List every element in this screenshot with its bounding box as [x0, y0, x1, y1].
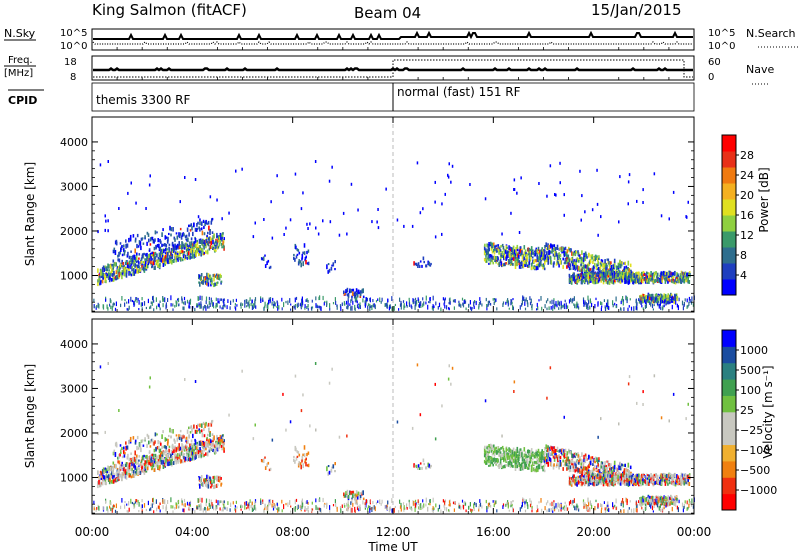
nsearch-tick-top: 10^5	[708, 28, 735, 39]
colorbar-tick-label: 28	[740, 149, 754, 162]
power-ylabel: Slant Range [km]	[23, 162, 37, 266]
nsky-tick-bottom: 10^0	[60, 41, 87, 52]
nave-tick-top: 60	[708, 57, 721, 68]
colorbar-swatch	[722, 395, 736, 413]
colorbar-tick-label: −1000	[740, 484, 777, 497]
colorbar-tick-label: 25	[740, 404, 754, 417]
colorbar-tick-label: 1000	[740, 344, 768, 357]
power-y-axis: 1000 2000 3000 4000	[60, 136, 694, 312]
colorbar-swatch	[722, 428, 736, 446]
x-tick-label: 04:00	[175, 525, 210, 539]
colorbar-tick-label: 24	[740, 169, 754, 182]
y-tick-label: 2000	[60, 225, 88, 238]
colorbar-swatch	[722, 444, 736, 462]
cpid-strip: CPID themis 3300 RF normal (fast) 151 RF	[8, 82, 695, 112]
time-xlabel: Time UT	[367, 540, 418, 554]
y-tick-label: 1000	[60, 471, 88, 484]
cpid-segment-2: normal (fast) 151 RF	[397, 85, 521, 99]
x-tick-label: 08:00	[275, 525, 310, 539]
colorbar-tick-label: 12	[740, 229, 754, 242]
cpid-segment-1: themis 3300 RF	[96, 93, 190, 107]
colorbar-tick-label: 8	[740, 249, 747, 262]
colorbar-swatch	[722, 477, 736, 495]
date-title: 15/Jan/2015	[591, 1, 682, 19]
freq-strip: Freq. [MHz] 18 8 60 0 Nave	[4, 55, 774, 85]
colorbar-swatch	[722, 362, 736, 380]
x-tick-label: 00:00	[677, 525, 712, 539]
colorbar-tick-label: 4	[740, 269, 747, 282]
colorbar-swatch	[722, 167, 736, 184]
power-cbar-label: Power [dB]	[757, 167, 771, 232]
y-tick-label: 4000	[60, 338, 88, 351]
colorbar-swatch	[722, 346, 736, 364]
x-tick-label: 00:00	[75, 525, 110, 539]
velocity-ylabel: Slant Range [km]	[23, 364, 37, 468]
freq-unit: [MHz]	[4, 68, 33, 79]
x-tick-label: 16:00	[476, 525, 511, 539]
nsearch-label: N.Search	[746, 27, 796, 40]
nave-label: Nave	[746, 63, 774, 76]
colorbar-swatch	[722, 263, 736, 280]
y-tick-label: 3000	[60, 180, 88, 193]
colorbar-swatch	[722, 460, 736, 478]
nsky-tick-top: 10^5	[60, 28, 87, 39]
colorbar-tick-label: −500	[740, 464, 770, 477]
colorbar-swatch	[722, 493, 736, 511]
nsky-label: N.Sky	[4, 27, 36, 40]
colorbar-tick-label: 20	[740, 189, 754, 202]
colorbar-swatch	[722, 215, 736, 232]
colorbar-swatch	[722, 183, 736, 200]
power-echo-field	[93, 160, 695, 312]
nsky-trace	[92, 30, 693, 45]
velocity-colorbar: 1000 500 100 25 −25 −100 −500 −1000	[721, 329, 777, 511]
y-tick-label: 4000	[60, 136, 88, 149]
colorbar-swatch	[722, 135, 736, 152]
y-tick-label: 2000	[60, 427, 88, 440]
colorbar-swatch	[722, 247, 736, 264]
freq-trace	[93, 59, 693, 78]
x-tick-label: 12:00	[376, 525, 411, 539]
colorbar-tick-label: 16	[740, 209, 754, 222]
colorbar-tick-label: 500	[740, 364, 761, 377]
colorbar-tick-label: 100	[740, 384, 761, 397]
colorbar-tick-label: −25	[740, 424, 763, 437]
time-x-axis: 00:00 04:00 08:00 12:00 16:00 20:00 00:00	[75, 47, 712, 539]
x-tick-label: 20:00	[576, 525, 611, 539]
y-tick-label: 1000	[60, 269, 88, 282]
colorbar-swatch	[722, 199, 736, 216]
nsearch-tick-bottom: 10^0	[708, 41, 735, 52]
nave-tick-bottom: 0	[708, 72, 714, 83]
colorbar-tick-label: −100	[740, 444, 770, 457]
beam-title: Beam 04	[354, 4, 421, 22]
cpid-label: CPID	[8, 94, 37, 107]
colorbar-swatch	[722, 411, 736, 429]
power-colorbar: 28 24 20 16 12 8 4	[721, 134, 754, 296]
velocity-echo-field	[93, 362, 695, 514]
colorbar-swatch	[722, 379, 736, 396]
colorbar-swatch	[722, 279, 736, 296]
power-panel: 1000 2000 3000 4000 Slant Range [km] 28 24 20…	[23, 116, 771, 313]
velocity-cbar-label: Velocity [m s⁻¹]	[761, 365, 775, 458]
colorbar-swatch	[722, 151, 736, 168]
freq-tick-top: 18	[64, 57, 77, 68]
y-tick-label: 3000	[60, 382, 88, 395]
velocity-y-axis: 1000 2000 3000 4000	[60, 338, 694, 514]
nsky-strip: N.Sky 10^5 10^0 10^5 10^0 N.Search	[4, 27, 798, 52]
freq-tick-bottom: 8	[70, 72, 76, 83]
freq-label: Freq.	[8, 55, 33, 66]
colorbar-swatch	[722, 330, 736, 347]
site-title: King Salmon (fitACF)	[92, 1, 247, 19]
colorbar-swatch	[722, 231, 736, 248]
